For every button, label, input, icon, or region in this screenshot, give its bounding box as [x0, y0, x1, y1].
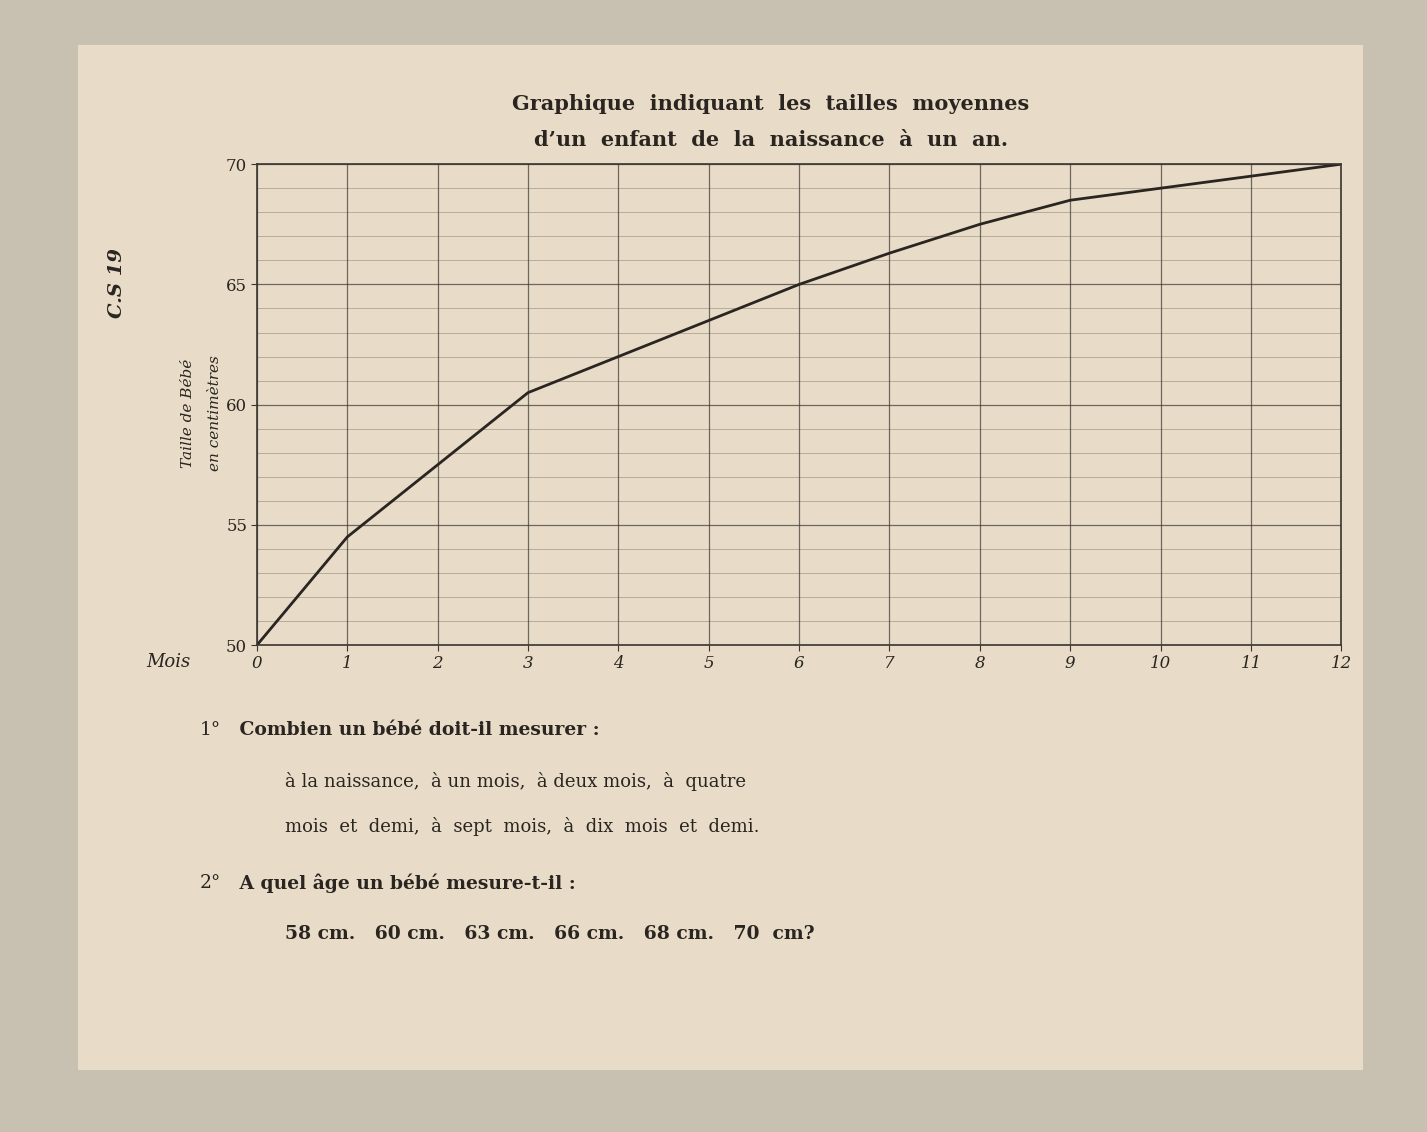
Text: en centimètres: en centimètres	[208, 355, 223, 471]
Text: Graphique  indiquant  les  tailles  moyennes: Graphique indiquant les tailles moyennes	[512, 94, 1029, 114]
Text: Combien un bébé doit-il mesurer :: Combien un bébé doit-il mesurer :	[233, 721, 599, 739]
Text: 1°: 1°	[200, 721, 221, 739]
Text: C.S 19: C.S 19	[108, 248, 126, 318]
Text: A quel âge un bébé mesure-t-il :: A quel âge un bébé mesure-t-il :	[233, 873, 575, 893]
Text: mois  et  demi,  à  sept  mois,  à  dix  mois  et  demi.: mois et demi, à sept mois, à dix mois et…	[285, 817, 761, 835]
Text: d’un  enfant  de  la  naissance  à  un  an.: d’un enfant de la naissance à un an.	[534, 130, 1007, 151]
Text: Mois: Mois	[146, 653, 191, 671]
Text: à la naissance,  à un mois,  à deux mois,  à  quatre: à la naissance, à un mois, à deux mois, …	[285, 772, 746, 790]
Text: Taille de Bébé: Taille de Bébé	[181, 359, 195, 468]
FancyBboxPatch shape	[66, 35, 1376, 1080]
Text: 58 cm.   60 cm.   63 cm.   66 cm.   68 cm.   70  cm?: 58 cm. 60 cm. 63 cm. 66 cm. 68 cm. 70 cm…	[285, 925, 815, 943]
Text: 2°: 2°	[200, 874, 221, 892]
